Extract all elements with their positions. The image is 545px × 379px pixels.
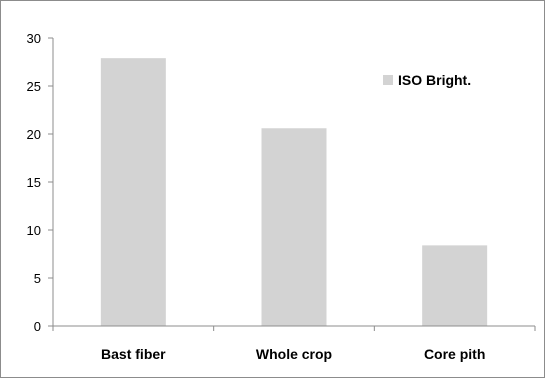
x-tick-label: Core pith [424,346,485,362]
y-tick-label: 0 [34,319,41,334]
x-label-group: Bast fiber Whole crop Core pith [101,346,485,362]
legend-label: ISO Bright. [398,72,471,88]
legend-swatch [383,75,393,85]
x-tick-label: Bast fiber [101,346,166,362]
bars-group [100,58,488,326]
y-tick-label: 25 [27,79,41,94]
bar-whole-crop [261,128,327,326]
bar-bast-fiber [100,58,166,326]
y-tick-group: 0 5 10 15 20 25 30 [27,31,53,334]
bar-core-pith [422,245,488,326]
y-tick-label: 30 [27,31,41,46]
y-tick-label: 20 [27,127,41,142]
y-tick-label: 5 [34,271,41,286]
y-tick-label: 15 [27,175,41,190]
x-tick-label: Whole crop [256,346,332,362]
legend: ISO Bright. [383,72,471,88]
y-tick-label: 10 [27,223,41,238]
